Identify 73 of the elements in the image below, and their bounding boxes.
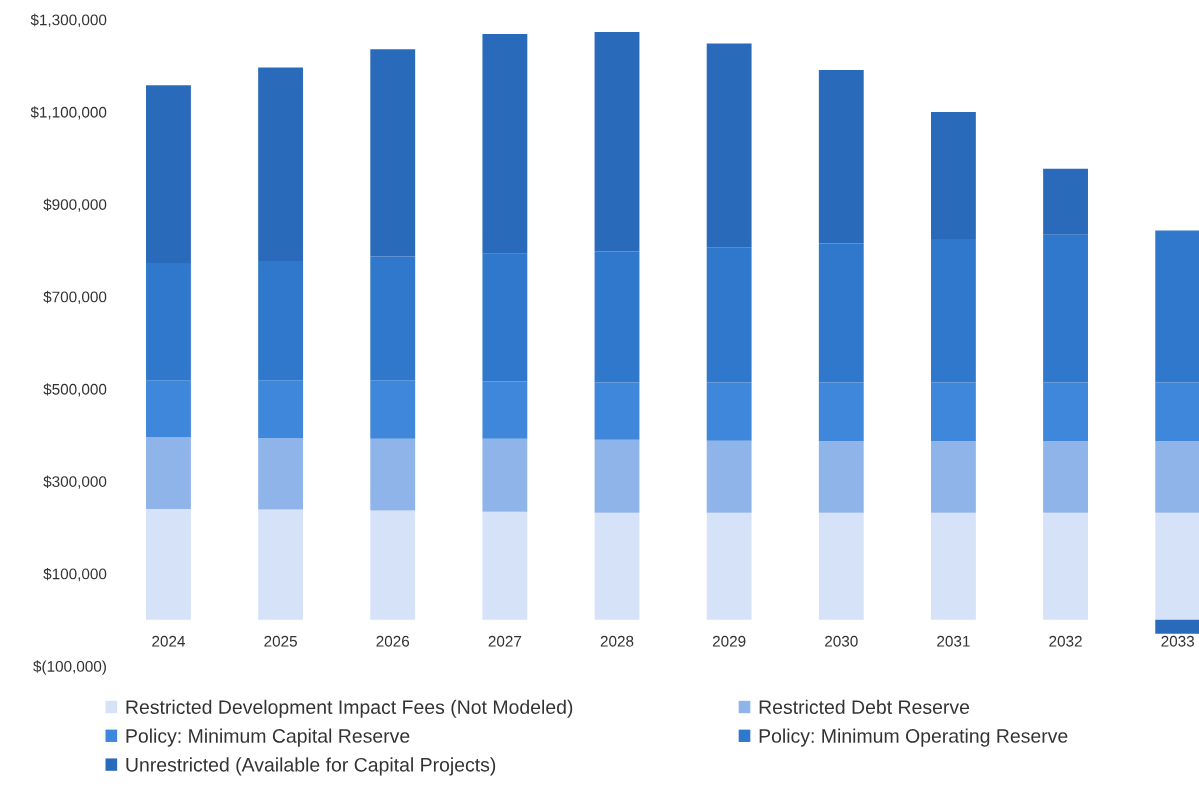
bar <box>594 32 640 252</box>
bar <box>370 256 416 381</box>
y-tick-label: $500,000 <box>43 383 107 397</box>
bar <box>146 85 191 263</box>
x-tick-label: 2027 <box>488 635 522 647</box>
bar <box>818 441 864 513</box>
bar <box>594 382 640 440</box>
legend-label: Policy: Minimum Operating Reserve <box>759 728 1068 747</box>
legend-label: Restricted Development Impact Fees (Not Modeled) <box>126 699 573 718</box>
y-tick-label: $300,000 <box>43 475 107 489</box>
bar <box>706 43 752 248</box>
bar <box>258 437 304 510</box>
bar <box>818 512 864 620</box>
x-tick-label: 2031 <box>937 635 970 647</box>
x-tick-label: 2029 <box>712 635 746 647</box>
y-tick-label: $900,000 <box>43 198 107 212</box>
bar <box>706 440 752 513</box>
bar <box>1155 441 1199 513</box>
y-tick-label: $1,300,000 <box>30 13 107 28</box>
x-tick-label: 2032 <box>1049 635 1082 647</box>
legend-label: Restricted Debt Reserve <box>759 699 970 715</box>
bar <box>930 111 976 239</box>
bar <box>1155 230 1199 383</box>
y-tick-label: $1,100,000 <box>30 106 107 120</box>
x-tick-label: 2028 <box>600 635 634 647</box>
y-tick-label: $100,000 <box>43 567 107 582</box>
bar <box>818 382 864 442</box>
bar <box>482 438 528 512</box>
x-tick-label: 2026 <box>376 635 410 647</box>
bar <box>482 253 528 382</box>
x-tick-label: 2024 <box>152 635 186 647</box>
legend-label: Policy: Minimum Capital Reserve <box>126 728 410 747</box>
bar <box>258 67 304 262</box>
y-tick-label: $(100,000) <box>33 660 106 675</box>
bar <box>930 382 976 442</box>
x-tick-label: 2030 <box>825 635 858 647</box>
bar <box>930 238 976 383</box>
bar <box>482 511 528 620</box>
bar <box>1043 382 1088 442</box>
bar <box>146 509 191 620</box>
y-tick-label: $700,000 <box>43 290 107 305</box>
bar <box>706 512 752 620</box>
bar <box>1043 441 1088 513</box>
bar <box>370 438 416 511</box>
bar <box>1043 168 1088 235</box>
bar <box>818 243 864 383</box>
bar <box>146 436 191 510</box>
bar <box>594 251 640 383</box>
bar <box>370 380 416 439</box>
bar <box>146 262 191 381</box>
x-tick-label: 2025 <box>264 635 297 647</box>
bar <box>370 49 416 257</box>
bar <box>1043 234 1088 383</box>
bar <box>706 247 752 383</box>
bar <box>1155 619 1199 634</box>
bar <box>146 380 191 437</box>
bar <box>594 439 640 513</box>
bar <box>482 33 528 254</box>
bar <box>482 381 528 439</box>
bar <box>258 380 304 438</box>
bar <box>258 509 304 620</box>
bar <box>1155 512 1199 620</box>
bar <box>594 512 640 620</box>
legend-label: Unrestricted (Available for Capital Projects) <box>126 757 496 776</box>
bar <box>818 69 864 244</box>
bar <box>1155 382 1199 442</box>
bar <box>706 382 752 441</box>
bar <box>258 261 304 381</box>
bar <box>930 512 976 620</box>
x-tick-label: 2033 <box>1161 635 1195 647</box>
bar <box>930 441 976 513</box>
bar <box>1043 512 1088 620</box>
bar <box>370 510 416 620</box>
